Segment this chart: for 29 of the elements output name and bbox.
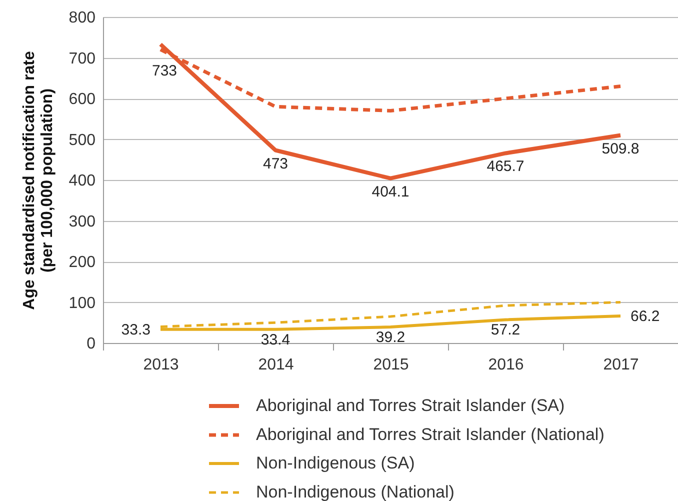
x-tick-label: 2017 [603,356,639,374]
y-tick-label: 300 [68,213,96,230]
y-tick-label: 0 [86,336,96,352]
y-tick-label: 700 [68,50,96,68]
x-tick-label: 2015 [373,356,409,374]
legend-label: Aboriginal and Torres Strait Islander (National) [256,425,604,444]
data-label: 33.4 [260,331,290,348]
data-label: 39.2 [376,329,406,346]
data-label: 57.2 [490,322,520,339]
legend-label: Non-Indigenous (SA) [256,454,415,472]
x-tick-label: 2014 [258,356,294,374]
data-label: 473 [262,155,288,172]
data-label: 33.3 [121,321,150,338]
data-label: 465.7 [486,158,524,176]
data-label: 66.2 [630,308,660,326]
data-label: 509.8 [602,140,640,158]
y-tick-label: 600 [68,91,96,108]
y-tick-label: 400 [68,172,96,190]
legend-label: Non-Indigenous (National) [256,482,454,501]
data-label: 733 [152,62,178,80]
legend-label: Aboriginal and Torres Strait Islander (SA) [256,396,565,415]
y-tick-label: 100 [68,294,96,312]
y-tick-label: 800 [68,10,96,26]
x-tick-label: 2016 [488,356,524,374]
data-label: 404.1 [372,183,410,200]
y-axis-title: Age standardised notification rate (per 100,000 population) [20,51,56,310]
y-tick-label: 200 [68,254,96,271]
y-tick-label: 500 [68,132,96,149]
x-tick-label: 2013 [143,356,179,374]
